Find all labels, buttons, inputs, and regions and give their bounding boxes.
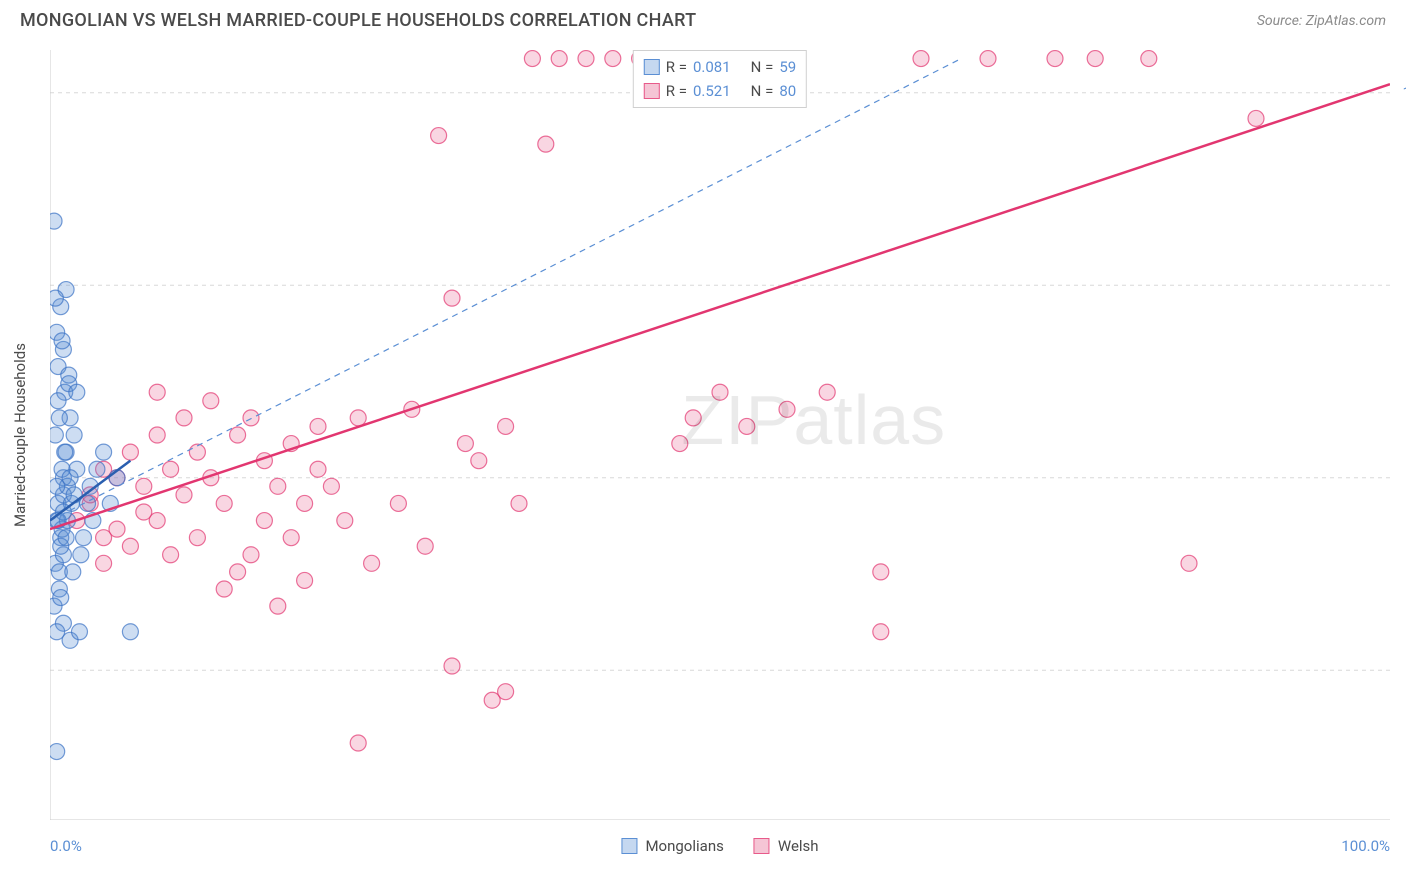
swatch-icon (644, 59, 660, 75)
stat-r-value: 0.081 (693, 55, 731, 79)
stats-legend-box: R = 0.081 N = 59 R = 0.521 N = 80 (633, 50, 807, 108)
x-tick-start: 0.0% (50, 837, 82, 855)
swatch-icon (644, 83, 660, 99)
stat-n-label: N = (751, 79, 774, 103)
stat-r-label: R = (666, 79, 687, 103)
scatter-plot (50, 50, 1390, 820)
x-tick-end: 100.0% (1341, 837, 1390, 855)
y-tick-label: 100.0% (1403, 85, 1406, 101)
stat-r-value: 0.521 (693, 79, 731, 103)
stats-row-welsh: R = 0.521 N = 80 (644, 79, 796, 103)
source-label: Source: ZipAtlas.com (1257, 13, 1386, 29)
stat-n-value: 59 (779, 55, 796, 79)
stat-n-label: N = (751, 55, 774, 79)
chart-area: Married-couple Households 32.5%55.0%77.5… (50, 50, 1390, 820)
stat-n-value: 80 (779, 79, 796, 103)
stat-r-label: R = (666, 55, 687, 79)
stats-row-mongolians: R = 0.081 N = 59 (644, 55, 796, 79)
y-axis-label: Married-couple Households (11, 343, 29, 527)
chart-title: MONGOLIAN VS WELSH MARRIED-COUPLE HOUSEH… (20, 10, 696, 31)
